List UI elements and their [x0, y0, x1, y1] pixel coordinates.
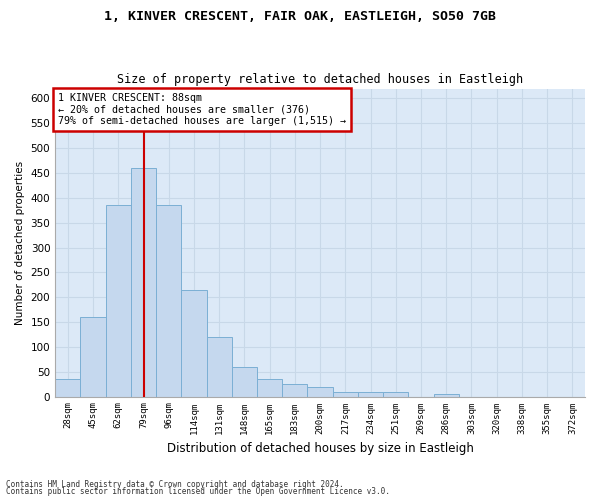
Bar	[383, 392, 409, 396]
Text: 1 KINVER CRESCENT: 88sqm
← 20% of detached houses are smaller (376)
79% of semi-: 1 KINVER CRESCENT: 88sqm ← 20% of detach…	[58, 93, 346, 126]
Text: Contains public sector information licensed under the Open Government Licence v3: Contains public sector information licen…	[6, 487, 390, 496]
Bar	[307, 386, 332, 396]
Bar	[206, 337, 232, 396]
Bar	[257, 379, 282, 396]
X-axis label: Distribution of detached houses by size in Eastleigh: Distribution of detached houses by size …	[167, 442, 473, 455]
Bar	[156, 206, 181, 396]
Title: Size of property relative to detached houses in Eastleigh: Size of property relative to detached ho…	[117, 73, 523, 86]
Text: 1, KINVER CRESCENT, FAIR OAK, EASTLEIGH, SO50 7GB: 1, KINVER CRESCENT, FAIR OAK, EASTLEIGH,…	[104, 10, 496, 23]
Text: Contains HM Land Registry data © Crown copyright and database right 2024.: Contains HM Land Registry data © Crown c…	[6, 480, 344, 489]
Bar	[80, 317, 106, 396]
Bar	[358, 392, 383, 396]
Bar	[106, 206, 131, 396]
Y-axis label: Number of detached properties: Number of detached properties	[15, 160, 25, 324]
Bar	[434, 394, 459, 396]
Bar	[131, 168, 156, 396]
Bar	[55, 379, 80, 396]
Bar	[332, 392, 358, 396]
Bar	[232, 366, 257, 396]
Bar	[181, 290, 206, 397]
Bar	[282, 384, 307, 396]
